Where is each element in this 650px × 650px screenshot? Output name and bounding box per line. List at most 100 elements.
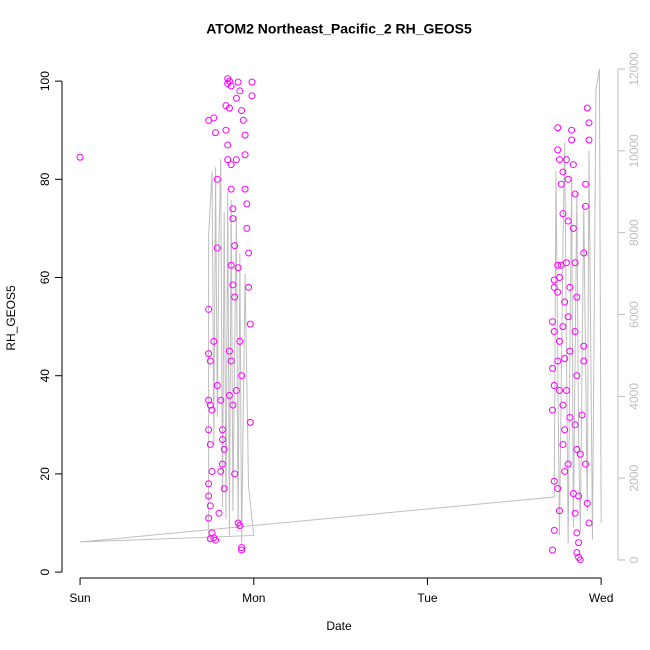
point xyxy=(236,87,244,95)
point xyxy=(555,386,563,394)
point xyxy=(555,156,563,164)
point xyxy=(554,146,562,154)
point xyxy=(236,337,244,345)
point xyxy=(205,426,213,434)
point xyxy=(549,364,557,372)
point xyxy=(568,126,576,134)
x-tick-label: Mon xyxy=(242,591,265,605)
point xyxy=(573,293,581,301)
point xyxy=(559,440,567,448)
point xyxy=(554,357,562,365)
y2-tick-label: 12000 xyxy=(627,52,641,86)
point xyxy=(213,244,221,252)
point xyxy=(585,519,593,527)
point xyxy=(241,151,249,159)
point xyxy=(217,396,225,404)
point xyxy=(224,156,232,164)
point xyxy=(554,261,562,269)
point xyxy=(206,440,214,448)
point xyxy=(238,544,246,552)
point xyxy=(573,548,581,556)
point xyxy=(213,382,221,390)
point xyxy=(229,401,237,409)
point xyxy=(246,320,254,328)
point xyxy=(555,337,563,345)
point xyxy=(549,546,557,554)
point xyxy=(241,131,249,139)
point xyxy=(234,78,242,86)
point xyxy=(206,357,214,365)
point xyxy=(566,413,574,421)
y2-tick-label: 8000 xyxy=(627,219,641,246)
point xyxy=(549,318,557,326)
x-axis-label: Date xyxy=(326,619,352,633)
point xyxy=(229,215,237,223)
point xyxy=(246,418,254,426)
y-tick-label: 100 xyxy=(38,71,52,91)
point xyxy=(218,436,226,444)
point xyxy=(564,217,572,225)
point xyxy=(573,445,581,453)
point xyxy=(224,141,232,149)
point xyxy=(245,283,253,291)
x-tick-label: Wed xyxy=(589,591,613,605)
point xyxy=(210,114,218,122)
point xyxy=(568,136,576,144)
point xyxy=(212,129,220,137)
point xyxy=(550,328,558,336)
point xyxy=(222,126,230,134)
point xyxy=(585,119,593,127)
point xyxy=(561,426,569,434)
point xyxy=(582,180,590,188)
point xyxy=(215,509,223,517)
point xyxy=(550,382,558,390)
point xyxy=(554,288,562,296)
point xyxy=(238,107,246,115)
point xyxy=(227,161,235,169)
point xyxy=(208,467,216,475)
point xyxy=(205,480,213,488)
point xyxy=(234,264,242,272)
y-axis-label: RH_GEOS5 xyxy=(4,285,18,351)
point xyxy=(561,298,569,306)
point xyxy=(576,556,584,564)
point xyxy=(227,185,235,193)
point xyxy=(582,460,590,468)
point xyxy=(580,342,588,350)
point xyxy=(232,386,240,394)
point xyxy=(225,77,233,85)
point xyxy=(205,305,213,313)
point xyxy=(569,224,577,232)
point xyxy=(562,386,570,394)
point xyxy=(566,283,574,291)
point xyxy=(206,535,214,543)
point xyxy=(573,372,581,380)
point xyxy=(573,529,581,537)
y-tick-label: 40 xyxy=(38,369,52,383)
point xyxy=(571,190,579,198)
point xyxy=(569,161,577,169)
point xyxy=(213,175,221,183)
point xyxy=(227,82,235,90)
point xyxy=(576,450,584,458)
point xyxy=(217,467,225,475)
point xyxy=(236,521,244,529)
point xyxy=(550,526,558,534)
point xyxy=(555,507,563,515)
point xyxy=(229,281,237,289)
point xyxy=(239,116,247,124)
point xyxy=(206,401,214,409)
y-tick-label: 80 xyxy=(38,172,52,186)
y-tick-label: 0 xyxy=(38,568,52,575)
point xyxy=(231,293,239,301)
point xyxy=(229,205,237,213)
point xyxy=(208,406,216,414)
point xyxy=(225,347,233,355)
point xyxy=(561,355,569,363)
point xyxy=(562,156,570,164)
point xyxy=(225,104,233,112)
point xyxy=(559,323,567,331)
x-tick-label: Tue xyxy=(417,591,438,605)
point xyxy=(205,514,213,522)
